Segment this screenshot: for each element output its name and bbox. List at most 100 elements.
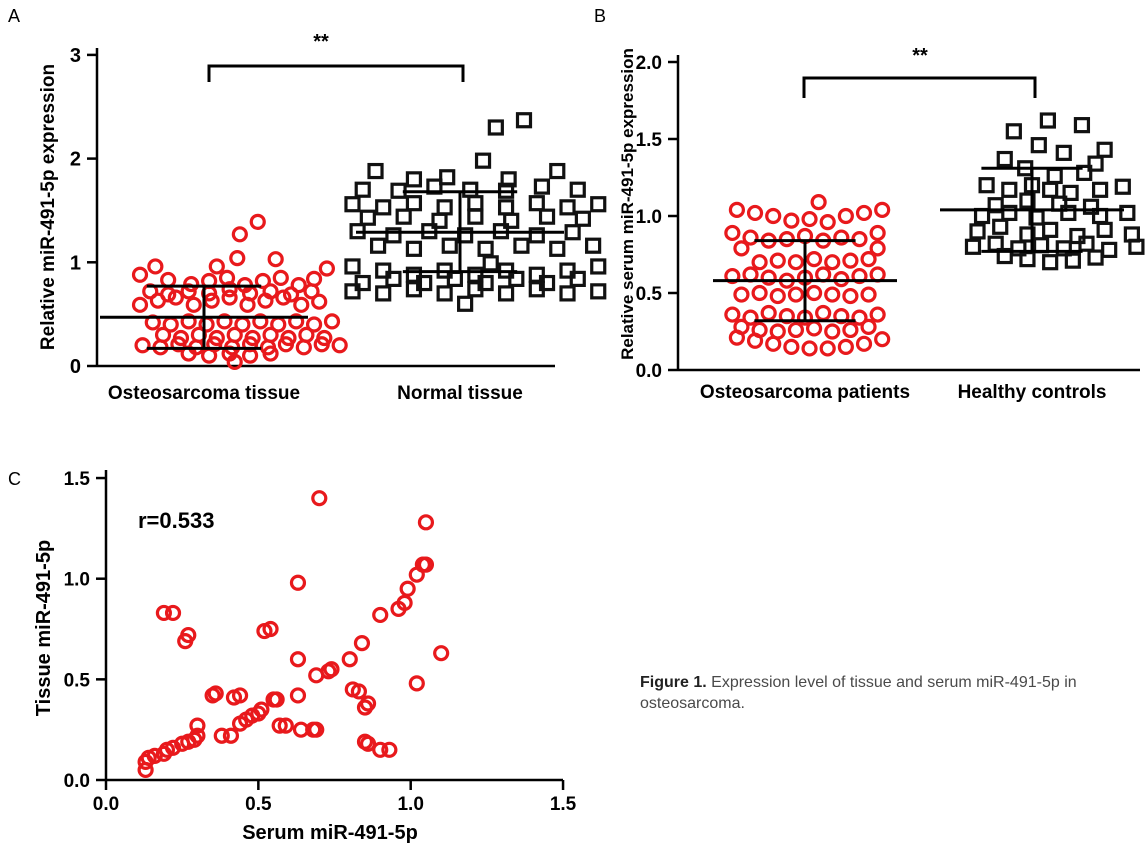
osteosarcoma-patient-point — [728, 329, 746, 346]
panel-a-xtick-label-1: Osteosarcoma tissue — [108, 383, 300, 404]
healthy-control-point — [1039, 112, 1056, 129]
normal-tissue-point — [497, 199, 515, 216]
normal-tissue-point — [513, 237, 530, 254]
osteosarcoma-patient-point — [815, 304, 832, 322]
normal-tissue-point — [395, 208, 412, 225]
osteosarcoma-patient-point — [801, 210, 818, 228]
osteosarcoma-tissue-point — [160, 286, 177, 303]
panel-b-osteosarcoma-points — [724, 194, 891, 357]
osteosarcoma-patient-point — [778, 308, 795, 325]
osteosarcoma-tissue-point — [183, 275, 200, 293]
correlation-point — [350, 683, 368, 700]
osteosarcoma-tissue-point — [154, 326, 172, 343]
normal-tissue-point — [375, 285, 392, 302]
panel-b-error-bars — [713, 166, 1124, 323]
osteosarcoma-tissue-point — [282, 286, 300, 303]
panel-a-ytick-label: 3 — [70, 45, 81, 67]
figure-caption: Figure 1. Expression level of tissue and… — [640, 672, 1145, 714]
correlation-point — [417, 514, 435, 531]
panel-c-xtick-label: 1.5 — [550, 794, 577, 815]
osteosarcoma-tissue-point — [323, 313, 341, 330]
figure-caption-label: Figure 1. — [640, 674, 707, 691]
correlation-point — [359, 695, 377, 712]
osteosarcoma-tissue-point — [208, 258, 225, 275]
osteosarcoma-patient-point — [842, 321, 859, 339]
correlation-point — [289, 687, 307, 704]
panel-a-ylabel: Relative miR-491-5p expression — [38, 64, 59, 350]
panel-c-xtick-label: 0.5 — [245, 794, 272, 815]
healthy-control-point — [1019, 192, 1036, 209]
normal-tissue-point — [354, 274, 371, 292]
osteosarcoma-tissue-point — [305, 316, 323, 333]
normal-tissue-point — [431, 212, 448, 229]
osteosarcoma-patient-point — [746, 332, 764, 349]
osteosarcoma-tissue-point — [272, 269, 289, 286]
panel-a-ytick-label: 1 — [70, 252, 81, 274]
normal-tissue-point — [569, 270, 586, 287]
correlation-point — [146, 747, 163, 764]
osteosarcoma-tissue-point — [201, 347, 218, 364]
osteosarcoma-patient-point — [855, 335, 873, 352]
panel-b-ytick-label: 1.5 — [636, 130, 663, 151]
osteosarcoma-patient-point — [869, 266, 886, 283]
normal-tissue-point — [467, 208, 484, 225]
osteosarcoma-tissue-point — [252, 313, 269, 330]
osteosarcoma-patient-point — [751, 254, 768, 271]
normal-tissue-point — [549, 162, 566, 180]
osteosarcoma-patient-point — [874, 331, 891, 348]
osteosarcoma-patient-point — [742, 229, 759, 246]
healthy-control-point — [992, 218, 1009, 235]
correlation-point — [289, 651, 307, 668]
osteosarcoma-patient-point — [824, 286, 841, 303]
normal-tissue-point — [405, 171, 423, 188]
osteosarcoma-tissue-point — [277, 336, 295, 353]
osteosarcoma-patient-point — [851, 267, 868, 285]
panel-b-ytick-label: 0.5 — [636, 284, 663, 305]
osteosarcoma-tissue-point — [290, 277, 307, 294]
osteosarcoma-patient-point — [751, 284, 768, 302]
panel-a-normal-points — [344, 112, 607, 312]
correlation-point — [213, 727, 230, 744]
correlation-point — [372, 606, 389, 624]
osteosarcoma-patient-point — [742, 266, 759, 283]
normal-tissue-point — [474, 152, 492, 169]
normal-tissue-point — [482, 255, 499, 272]
osteosarcoma-patient-point — [860, 286, 877, 303]
normal-tissue-point — [559, 199, 576, 216]
osteosarcoma-patient-point — [851, 231, 868, 248]
panel-b-y-ticks: 0.0 0.5 1.0 1.5 2.0 — [636, 53, 678, 382]
osteosarcoma-tissue-point — [226, 326, 243, 343]
panel-b-significance-bracket — [802, 76, 1037, 98]
osteosarcoma-patient-point — [724, 267, 741, 285]
healthy-control-point — [1087, 155, 1104, 172]
osteosarcoma-patient-point — [842, 252, 859, 269]
osteosarcoma-patient-point — [855, 204, 873, 222]
osteosarcoma-patient-point — [819, 340, 836, 357]
normal-tissue-point — [477, 240, 494, 257]
osteosarcoma-tissue-point — [131, 296, 149, 313]
correlation-point — [311, 490, 328, 507]
osteosarcoma-tissue-point — [262, 345, 279, 362]
osteosarcoma-tissue-point — [231, 226, 248, 243]
healthy-control-point — [1076, 164, 1093, 181]
osteosarcoma-patient-point — [742, 309, 759, 326]
osteosarcoma-patient-point — [746, 204, 764, 222]
normal-tissue-point — [436, 285, 453, 302]
osteosarcoma-patient-point — [837, 338, 854, 355]
normal-tissue-point — [590, 283, 607, 300]
osteosarcoma-patient-point — [733, 286, 750, 303]
osteosarcoma-patient-point — [760, 269, 777, 286]
normal-tissue-point — [467, 195, 484, 212]
healthy-control-point — [1073, 117, 1091, 134]
healthy-control-point — [1042, 221, 1059, 238]
normal-tissue-point — [590, 258, 607, 275]
osteosarcoma-patient-point — [805, 284, 823, 302]
panel-b-ytick-label: 2.0 — [636, 53, 662, 74]
osteosarcoma-patient-point — [787, 321, 805, 339]
osteosarcoma-tissue-point — [262, 283, 279, 300]
osteosarcoma-patient-point — [724, 224, 741, 242]
healthy-control-point — [996, 247, 1013, 265]
osteosarcoma-patient-point — [842, 287, 859, 305]
osteosarcoma-patient-point — [765, 335, 782, 352]
